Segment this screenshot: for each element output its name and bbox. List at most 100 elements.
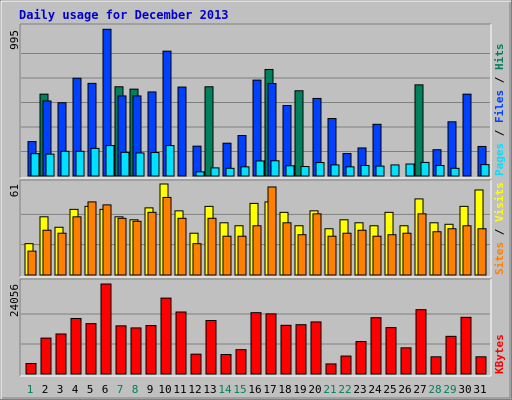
pages-bar (480, 164, 490, 177)
kbytes-bar (280, 324, 292, 375)
sites-bar (42, 229, 52, 276)
legend-bottom: KBytes (493, 334, 506, 374)
pages-bar (420, 161, 430, 177)
day-label: 7 (117, 383, 124, 396)
kbytes-bar (340, 355, 352, 375)
kbytes-bar (175, 311, 187, 375)
kbytes-bar (130, 327, 142, 375)
kbytes-bar (415, 309, 427, 375)
pages-bar (105, 145, 115, 177)
pages-bar (150, 152, 160, 177)
pages-bar (120, 151, 130, 177)
bars (24, 28, 490, 375)
hits-bar (294, 90, 304, 177)
pages-bar (360, 165, 370, 177)
kbytes-bar (265, 313, 277, 375)
sites-bar (402, 232, 412, 276)
sites-bar (102, 204, 112, 276)
pages-bar (285, 165, 295, 177)
legend-sep: / (493, 123, 506, 143)
pages-bar (315, 162, 325, 177)
sites-bar (432, 231, 442, 276)
files-bar (177, 86, 187, 177)
pages-bar (390, 164, 400, 177)
chart-title: Daily usage for December 2013 (19, 8, 229, 22)
day-label: 23 (353, 383, 366, 396)
pages-bar (435, 165, 445, 177)
pages-bar (165, 145, 175, 177)
kbytes-bar (445, 335, 457, 375)
kbytes-bar (400, 347, 412, 375)
day-label: 24 (368, 383, 382, 396)
sites-bar (297, 234, 307, 276)
day-label: 25 (383, 383, 396, 396)
kbytes-bar (370, 317, 382, 375)
day-label: 4 (72, 383, 79, 396)
kbytes-bar (145, 325, 157, 375)
day-label: 31 (473, 383, 486, 396)
pages-bar (30, 153, 40, 177)
day-label: 30 (458, 383, 471, 396)
kbytes-bar (475, 356, 487, 375)
day-label: 6 (102, 383, 109, 396)
legend-sites: Sites (493, 242, 506, 275)
pages-bar (240, 166, 250, 177)
day-label: 17 (263, 383, 276, 396)
sites-bar (192, 243, 202, 276)
sites-bar (357, 229, 367, 276)
sites-bar (477, 228, 487, 276)
sites-bar (147, 211, 157, 276)
pages-bar (330, 164, 340, 177)
legend-middle: Sites / Visits (493, 182, 506, 275)
kbytes-bar (85, 323, 97, 375)
day-label: 11 (173, 383, 186, 396)
sites-bar (162, 196, 172, 276)
legend-sep: / (493, 222, 506, 242)
y-max-label-middle: 61 (8, 184, 21, 197)
day-label: 28 (428, 383, 441, 396)
day-label: 15 (233, 383, 246, 396)
pages-bar (135, 152, 145, 177)
kbytes-bar (25, 363, 37, 375)
day-label: 14 (218, 383, 232, 396)
legend-top: Pages / Files / Hits (493, 44, 506, 177)
kbytes-bar (100, 283, 112, 375)
kbytes-bar (55, 333, 67, 375)
sites-bar (27, 250, 37, 276)
kbytes-bar (40, 337, 52, 375)
day-label: 10 (158, 383, 171, 396)
hits-bar (204, 86, 214, 177)
kbytes-bar (355, 341, 367, 375)
pages-bar (195, 171, 205, 177)
day-label: 2 (42, 383, 49, 396)
sites-bar (282, 222, 292, 276)
day-label: 1 (27, 383, 34, 396)
day-label: 9 (147, 383, 154, 396)
day-label: 8 (132, 383, 139, 396)
pages-bar (300, 166, 310, 177)
y-max-label-top: 995 (8, 30, 21, 50)
kbytes-bar (385, 327, 397, 375)
legend-hits: Hits (493, 44, 506, 71)
legend-sep: / (493, 70, 506, 90)
pages-bar (270, 160, 280, 177)
kbytes-bar (190, 353, 202, 375)
legend-kbytes: KBytes (493, 334, 506, 374)
day-label: 19 (293, 383, 306, 396)
day-label: 26 (398, 383, 411, 396)
pages-bar (345, 166, 355, 177)
sites-bar (417, 213, 427, 276)
pages-bar (450, 167, 460, 177)
files-bar (462, 93, 472, 177)
sites-bar (57, 232, 67, 276)
kbytes-bar (310, 321, 322, 375)
sites-bar (267, 186, 277, 276)
kbytes-bar (460, 316, 472, 375)
day-label: 29 (443, 383, 456, 396)
kbytes-bar (205, 319, 217, 375)
sites-bar (132, 220, 142, 276)
sites-bar (387, 234, 397, 276)
pages-bar (210, 167, 220, 177)
kbytes-bar (160, 297, 172, 375)
